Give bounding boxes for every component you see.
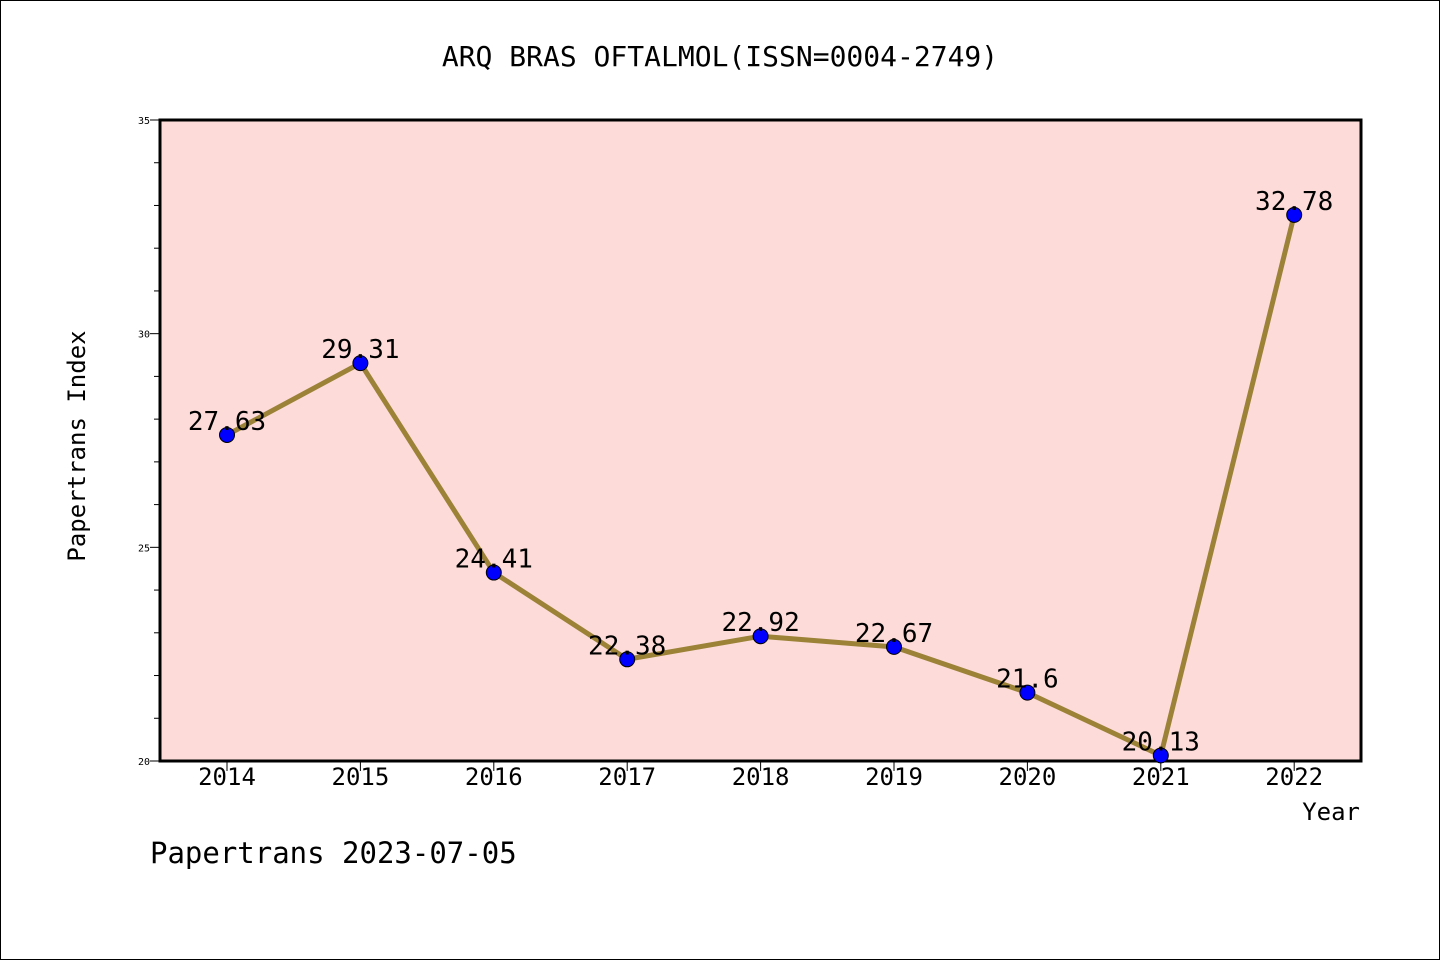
data-label: 27.63: [188, 407, 266, 437]
data-label: 22.38: [588, 631, 666, 661]
x-tick-label: 2019: [865, 763, 923, 791]
plot-area: [158, 118, 1363, 763]
x-tick-label: 2022: [1265, 763, 1323, 791]
data-label-layer: 27.63 29.31 24.41 22.38 22.92 22.67 21.6 20.13 3…: [188, 187, 1333, 758]
data-label: 20.13: [1122, 727, 1200, 757]
data-label: 32.78: [1255, 187, 1333, 217]
data-point: [1286, 206, 1303, 223]
y-tick-label: 20: [138, 757, 150, 768]
data-point: [1019, 684, 1036, 701]
x-axis-title: Year: [1302, 798, 1360, 826]
y-tick-label: 30: [138, 330, 150, 341]
data-point: [886, 638, 902, 655]
data-label: 24.41: [455, 545, 533, 575]
x-tick-label: 2014: [198, 763, 256, 791]
data-label: 22.67: [855, 619, 933, 649]
data-point: [619, 651, 636, 668]
data-label: 21.6: [996, 665, 1059, 695]
x-tick-label: 2018: [732, 763, 790, 791]
footer-caption: Papertrans 2023-07-05: [150, 836, 517, 870]
chart-title: ARQ BRAS OFTALMOL(ISSN=0004-2749): [442, 40, 998, 73]
data-point: [352, 355, 369, 372]
data-label: 22.92: [721, 608, 799, 638]
data-point: [485, 564, 502, 581]
data-point: [1152, 747, 1169, 764]
marker-layer: [219, 206, 1303, 764]
x-tick-label: 2016: [465, 763, 523, 791]
data-point: [752, 628, 769, 645]
y-tick-label: 25: [138, 543, 150, 554]
y-axis-title: Papertrans Index: [63, 330, 91, 561]
x-tick-label: 2015: [332, 763, 390, 791]
data-point: [219, 426, 235, 443]
data-label: 29.31: [321, 335, 399, 365]
x-tick-label: 2017: [598, 763, 656, 791]
x-tick-label: 2021: [1132, 763, 1190, 791]
x-tick-label: 2020: [999, 763, 1057, 791]
x-axis-ticks: 2014 2015 2016 2017 2018 2019 2020 2021 2022: [198, 761, 1323, 791]
y-tick-label: 35: [138, 116, 150, 127]
y-axis-ticks: 20 25 30 35: [138, 116, 160, 768]
